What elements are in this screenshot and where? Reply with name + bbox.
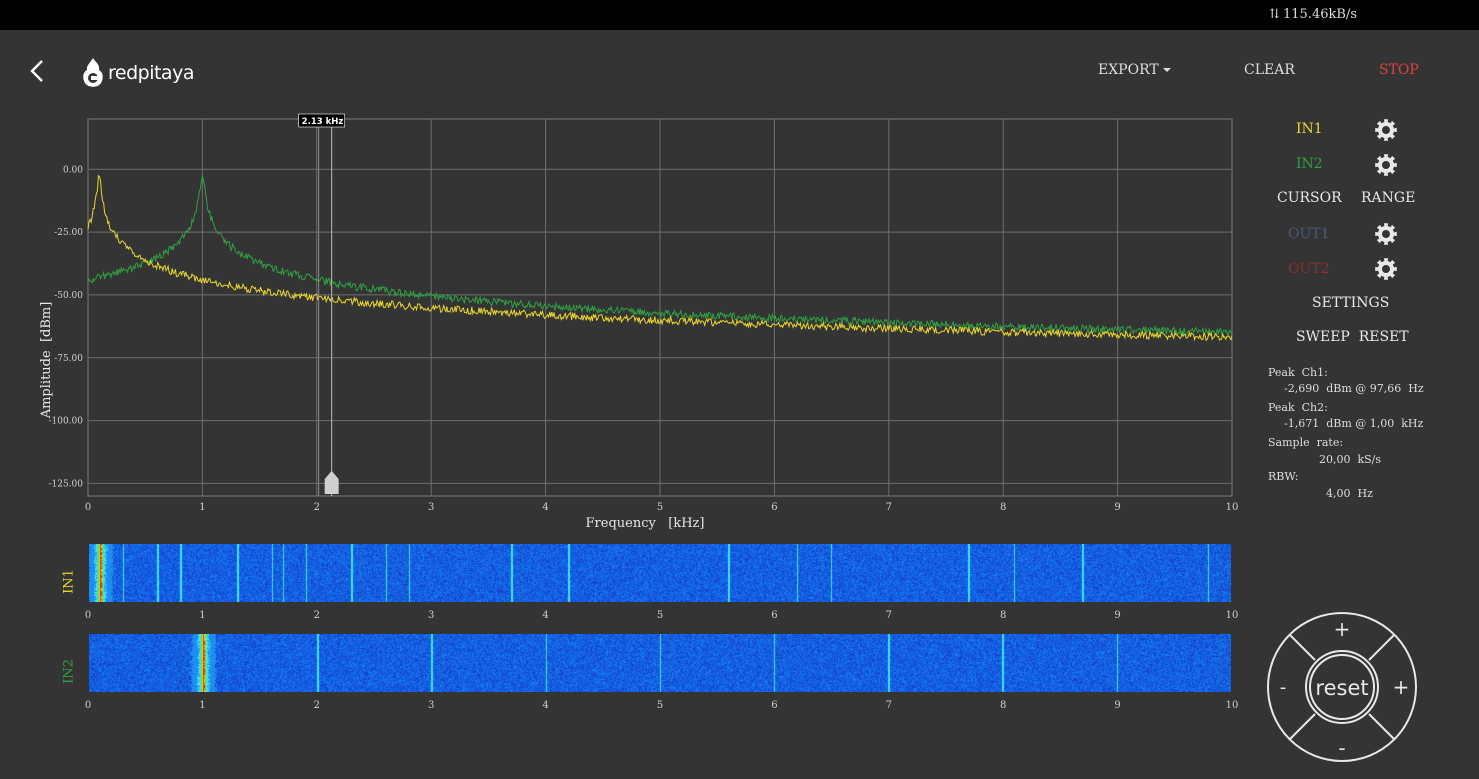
peak-ch2-label: Peak Ch2: [1268,401,1328,414]
out1-settings-gear-icon[interactable] [1374,222,1398,246]
upload-download-icon: ⇅ [1269,7,1281,22]
waterfall-x-tick-label: 6 [771,610,777,621]
minus-left-label: - [1280,677,1287,698]
series-line-in2 [87,175,1233,337]
waterfall-in1 [89,544,1231,602]
waterfall-in2 [89,634,1231,692]
spectrum-chart[interactable]: 0.00 -25.00 -50.00 -75.00 -100.00 -125.00 0 1 2… [0,0,1250,540]
rbw-value: 4,00 Hz [1326,487,1373,500]
redpitaya-logo: redpitaya [80,56,194,90]
waterfall-x-tick-label: 2 [314,700,320,711]
chart-grid [88,119,1232,496]
waterfall-x-tick-label: 2 [314,610,320,621]
sample-rate-label: Sample rate: [1268,436,1344,449]
export-label[interactable]: EXPORT [1098,62,1159,78]
waterfall-x-tick-label: 0 [85,610,91,621]
waterfall-x-tick-label: 0 [85,700,91,711]
y-tick-label: -50.00 [54,291,83,301]
in1-settings-gear-icon[interactable] [1374,118,1398,142]
y-tick-label: -25.00 [54,228,83,238]
peak-ch1-label: Peak Ch1: [1268,366,1328,379]
waterfall-x-tick-label: 9 [1114,700,1120,711]
y-tick-label: -100.00 [48,417,83,427]
waterfall-x-tick-label: 4 [542,610,548,621]
waterfall-x-tick-label: 8 [1000,700,1006,711]
y-axis-label: Amplitude [dBm] [39,302,54,420]
y-tick-label: -75.00 [54,354,83,364]
zoom-control-pad: + - - + reset [1267,612,1417,762]
minus-bottom-label: - [1338,736,1345,760]
y-tick-label: 0.00 [63,165,83,175]
out1-button[interactable]: OUT1 [1288,226,1330,242]
x-tick-label: 9 [1114,502,1120,513]
peak-ch2-value: -1,671 dBm @ 1,00 kHz [1284,417,1424,430]
y-tick-labels: 0.00 -25.00 -50.00 -75.00 -100.00 -125.00 [48,165,83,489]
x-tick-label: 7 [886,502,892,513]
out2-button[interactable]: OUT2 [1288,261,1330,277]
top-status-bar: ⇅ 115.46kB/s [0,0,1479,30]
cursor-value-flag: 2.13 kHz [298,113,345,128]
waterfall-x-tick-label: 3 [428,700,434,711]
x-tick-label: 6 [771,502,777,513]
in2-settings-gear-icon[interactable] [1374,153,1398,177]
waterfall-x-tick-label: 6 [771,700,777,711]
x-tick-label: 10 [1226,502,1239,513]
range-button[interactable]: RANGE [1361,190,1416,206]
waterfall-x-tick-label: 5 [657,700,663,711]
x-tick-label: 2 [314,502,320,513]
back-arrow-icon[interactable] [26,58,50,84]
settings-button[interactable]: SETTINGS [1312,295,1390,311]
x-tick-label: 0 [85,502,91,513]
waterfall-x-tick-label: 10 [1226,700,1239,711]
peak-ch1-value: -2,690 dBm @ 97,66 Hz [1284,382,1424,395]
waterfall-x-tick-label: 3 [428,610,434,621]
series-line-in1 [87,174,1233,342]
rbw-label: RBW: [1268,470,1299,483]
x-tick-label: 5 [657,502,663,513]
x-tick-label: 8 [1000,502,1006,513]
waterfall-x-tick-label: 10 [1226,610,1239,621]
caret-down-icon [1162,68,1171,72]
export-menu[interactable]: EXPORT [1098,62,1171,78]
channel-in1-button[interactable]: IN1 [1296,121,1323,137]
waterfall-x-tick-label: 7 [886,700,892,711]
channel-in2-button[interactable]: IN2 [1296,156,1323,172]
stop-button[interactable]: STOP [1379,62,1419,78]
waterfall-x-tick-label: 5 [657,610,663,621]
waterfall-in1-label: IN1 [61,569,77,594]
logo-text: redpitaya [108,62,194,84]
x-tick-labels: 0 1 2 3 4 5 6 7 8 9 10 [85,502,1239,513]
waterfall-x-tick-label: 4 [542,700,548,711]
out2-settings-gear-icon[interactable] [1374,257,1398,281]
waterfall-x-tick-label: 7 [886,610,892,621]
x-axis-label: Frequency [kHz] [586,516,705,531]
x-tick-label: 4 [542,502,548,513]
sample-rate-value: 20,00 kS/s [1319,453,1382,466]
waterfall-x-tick-label: 1 [199,610,205,621]
reset-button[interactable]: reset [1315,676,1368,700]
cursor-button[interactable]: CURSOR [1277,190,1342,206]
cursor-drag-handle[interactable] [324,471,339,494]
plus-top-label: + [1334,617,1351,641]
y-tick-label: -125.00 [48,479,83,489]
plus-right-label: + [1393,675,1410,699]
x-tick-label: 3 [428,502,434,513]
cursor-value-label: 2.13 kHz [302,117,344,127]
waterfall-x-tick-label: 1 [199,700,205,711]
waterfall-x-tick-label: 8 [1000,610,1006,621]
logo-flame-icon [83,58,103,87]
x-tick-label: 1 [199,502,205,513]
waterfall-in2-label: IN2 [61,659,77,684]
waterfall-x-tick-label: 9 [1114,610,1120,621]
clear-button[interactable]: CLEAR [1244,62,1295,78]
network-speed: ⇅ 115.46kB/s [1269,7,1357,22]
sweep-reset-button[interactable]: SWEEP RESET [1296,329,1409,345]
